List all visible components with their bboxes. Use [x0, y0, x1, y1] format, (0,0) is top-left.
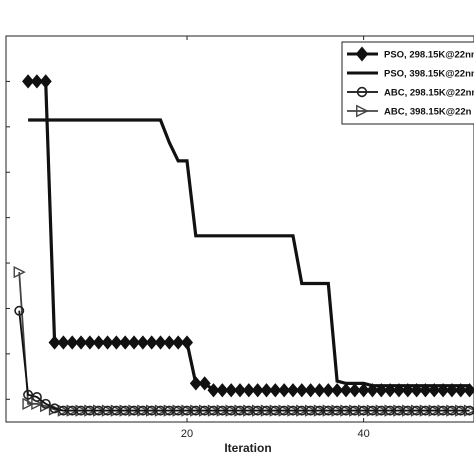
x-axis-label: Iteration	[224, 441, 271, 455]
data-point	[128, 335, 141, 350]
data-point	[454, 383, 467, 398]
data-point	[13, 266, 26, 279]
data-point	[49, 403, 60, 414]
data-point	[242, 383, 255, 398]
series-line	[28, 118, 470, 388]
data-point	[172, 335, 185, 350]
data-point	[75, 335, 88, 350]
data-point	[119, 335, 132, 350]
data-point	[269, 383, 282, 398]
data-point	[355, 46, 369, 62]
data-point	[392, 383, 405, 398]
data-point	[313, 383, 326, 398]
legend-item: PSO, 298.15K@22nm	[347, 46, 474, 62]
data-point	[207, 383, 220, 398]
data-point	[375, 383, 388, 398]
data-point	[57, 335, 70, 350]
data-point	[145, 335, 158, 350]
legend-item: PSO, 398.15K@22nm	[347, 69, 474, 80]
data-point	[356, 86, 368, 98]
data-point	[445, 383, 458, 398]
legend-label: ABC, 398.15K@22n	[384, 107, 472, 118]
legend-label: PSO, 298.15K@22nm	[384, 50, 474, 61]
data-point	[154, 335, 167, 350]
series-line	[18, 310, 470, 412]
legend-label: ABC, 298.15K@22nm	[384, 88, 474, 99]
data-point	[14, 305, 25, 316]
data-point	[198, 376, 211, 391]
data-point	[163, 335, 176, 350]
data-point	[83, 335, 96, 350]
data-point	[225, 383, 238, 398]
data-point	[233, 383, 247, 398]
data-point	[331, 383, 344, 398]
data-point	[30, 74, 43, 89]
data-point	[366, 383, 379, 398]
data-point	[437, 383, 450, 398]
data-point	[92, 335, 105, 350]
axes: 20 40	[5, 35, 474, 440]
data-point	[428, 383, 441, 398]
data-point	[110, 335, 123, 350]
legend-label: PSO, 398.15K@22nm	[384, 69, 474, 80]
data-point	[251, 383, 264, 398]
data-point	[286, 383, 300, 398]
data-point	[339, 383, 352, 398]
data-point	[304, 383, 317, 398]
series-3	[14, 305, 474, 416]
x-tick-label: 20	[181, 428, 193, 440]
data-point	[260, 383, 273, 398]
legend-item: ABC, 298.15K@22nm	[347, 86, 474, 99]
data-point	[419, 383, 432, 398]
data-point	[278, 383, 291, 398]
data-point	[189, 376, 202, 391]
plot-area	[13, 74, 474, 417]
data-point	[216, 383, 229, 398]
x-tick-label: 40	[357, 428, 369, 440]
legend-item: ABC, 398.15K@22n	[347, 104, 472, 118]
data-point	[295, 383, 308, 398]
data-point	[22, 397, 35, 410]
series-2	[28, 118, 470, 388]
data-point	[348, 383, 361, 398]
data-point	[22, 74, 35, 89]
data-point	[180, 335, 194, 350]
data-point	[322, 383, 335, 398]
data-point	[31, 392, 42, 403]
data-point	[39, 74, 52, 89]
legend: PSO, 298.15K@22nm PSO, 398.15K@22nm ABC, 2…	[341, 41, 474, 125]
data-point	[410, 383, 423, 398]
data-point	[357, 383, 370, 398]
data-point	[356, 104, 369, 118]
data-point	[48, 335, 61, 350]
data-point	[66, 335, 79, 350]
data-point	[136, 335, 149, 350]
data-point	[463, 383, 474, 398]
data-point	[40, 398, 51, 409]
data-point	[384, 383, 397, 398]
data-point	[101, 335, 114, 350]
series-1	[22, 74, 474, 398]
plot-frame	[5, 35, 474, 423]
data-point	[23, 389, 34, 400]
data-point	[401, 383, 414, 398]
